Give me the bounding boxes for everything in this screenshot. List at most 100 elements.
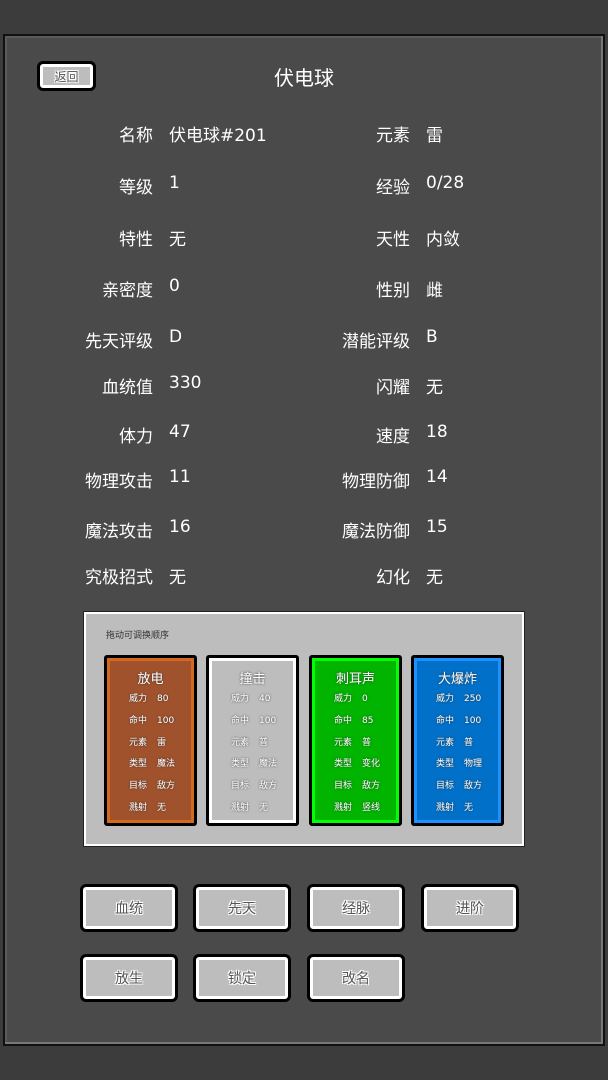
stat-value: 15 bbox=[426, 517, 448, 537]
skill-stat-label: 溅射 bbox=[231, 803, 250, 813]
page-title: 伏电球 bbox=[274, 66, 334, 90]
skill-stat-value: 100 bbox=[259, 715, 277, 726]
skill-stat-value: 普 bbox=[362, 737, 372, 748]
stat-label: 天性 bbox=[376, 230, 410, 250]
skill-stat: 命中 100 bbox=[436, 713, 481, 726]
skill-stat-value: 普 bbox=[259, 737, 269, 748]
skill-stat: 元素雷 bbox=[129, 735, 166, 748]
stat-label: 亲密度 bbox=[102, 281, 153, 301]
skill-card-body bbox=[107, 658, 194, 823]
skill-stat-label: 类型 bbox=[231, 759, 250, 770]
action-button[interactable]: 经脉 bbox=[307, 884, 405, 932]
main-panel bbox=[3, 34, 605, 1046]
stat-value: 14 bbox=[426, 467, 448, 487]
stat-row: 特性无 天性 内敛 bbox=[0, 225, 608, 250]
skill-stat-label: 命中 bbox=[129, 715, 148, 726]
skill-stat: 命中 85 bbox=[334, 713, 373, 726]
skill-stat-label: 威力 bbox=[231, 694, 250, 704]
skill-stat: 命中 100 bbox=[231, 713, 276, 726]
skill-stat-value: 敌方 bbox=[464, 781, 483, 792]
action-button[interactable]: 改名 bbox=[307, 954, 405, 1002]
skill-card[interactable]: 放电威力 80 命中 100 元素雷类型 魔法目标 敌方溅射无 bbox=[104, 655, 197, 826]
skill-name: 大爆炸 bbox=[437, 672, 477, 687]
skill-stat-value: 100 bbox=[157, 715, 175, 726]
skill-stat-label: 目标 bbox=[436, 781, 455, 792]
skill-stat: 目标 敌方 bbox=[231, 778, 277, 791]
skill-stat-label: 目标 bbox=[334, 781, 353, 792]
skill-stat: 命中 100 bbox=[129, 713, 174, 726]
skill-stat-label: 元素 bbox=[129, 737, 148, 748]
skill-stat: 溅射无 bbox=[231, 800, 268, 813]
stat-value: 伏电球#201 bbox=[169, 126, 267, 146]
skill-stat-label: 威力 bbox=[436, 694, 455, 704]
skill-stat: 类型 魔法 bbox=[129, 756, 175, 769]
skill-stat-label: 命中 bbox=[436, 715, 455, 726]
stat-value: 1 bbox=[169, 173, 180, 193]
stat-label: 元素 bbox=[376, 126, 410, 146]
stat-value: D bbox=[169, 327, 183, 347]
back-button[interactable]: 返回 bbox=[37, 61, 96, 91]
skill-stat: 威力 250 bbox=[436, 691, 481, 704]
skill-stat-value: 魔法 bbox=[157, 759, 176, 770]
stat-label: 幻化 bbox=[376, 568, 410, 588]
skill-stat: 威力 0 bbox=[334, 691, 368, 704]
drag-hint: 拖动可调换顺序 bbox=[106, 631, 170, 641]
action-button[interactable]: 血统 bbox=[80, 884, 178, 932]
skill-stat: 目标 敌方 bbox=[129, 778, 175, 791]
skill-card[interactable]: 刺耳声 威力 0 命中 85 元素普类型 变化 目标 敌方 溅射 竖线 bbox=[309, 655, 402, 826]
skill-stat-value: 普 bbox=[464, 737, 474, 748]
action-button[interactable]: 放生 bbox=[80, 954, 178, 1002]
skill-stat-value: 无 bbox=[464, 803, 474, 813]
skill-stat: 类型 魔法 bbox=[231, 756, 277, 769]
skill-card-body bbox=[414, 658, 501, 823]
skill-stat-value: 40 bbox=[259, 694, 271, 704]
skill-stat: 溅射无 bbox=[436, 800, 473, 813]
skill-stat-value: 变化 bbox=[362, 759, 381, 770]
skill-stat-value: 80 bbox=[157, 694, 169, 704]
stat-value: 18 bbox=[426, 422, 448, 442]
skill-stat-value: 敌方 bbox=[259, 781, 278, 792]
skill-stat: 威力 80 bbox=[129, 691, 168, 704]
stat-row: 等级 1 经验 0/28 bbox=[0, 173, 608, 198]
skill-stat-label: 目标 bbox=[231, 781, 250, 792]
skill-card[interactable]: 撞击 威力 40 命中 100 元素普类型 魔法 目标 敌方 溅射无 bbox=[206, 655, 299, 826]
skill-stat-value: 物理 bbox=[464, 759, 483, 770]
action-button[interactable]: 锁定 bbox=[193, 954, 291, 1002]
skill-stat: 元素普 bbox=[231, 735, 268, 748]
stat-value: 无 bbox=[426, 568, 443, 588]
stat-value: 内敛 bbox=[426, 230, 460, 250]
stat-label: 血统值 bbox=[102, 378, 153, 398]
skill-stat: 目标 敌方 bbox=[436, 778, 482, 791]
stat-label: 物理攻击 bbox=[85, 472, 153, 492]
stat-row: 亲密度 0 性别雌 bbox=[0, 276, 608, 301]
skill-stat-value: 魔法 bbox=[259, 759, 278, 770]
stat-row: 物理攻击 11 物理防御 14 bbox=[0, 467, 608, 492]
skill-stat-label: 溅射 bbox=[129, 803, 148, 813]
skill-name: 放电 bbox=[137, 672, 164, 687]
stat-value: 47 bbox=[169, 422, 191, 442]
skill-stat-label: 元素 bbox=[436, 737, 455, 748]
skill-name: 撞击 bbox=[239, 672, 266, 687]
stat-value: 无 bbox=[426, 378, 443, 398]
skill-stat-label: 类型 bbox=[129, 759, 148, 770]
skill-stat: 溅射 竖线 bbox=[334, 800, 380, 813]
skill-stat: 威力 40 bbox=[231, 691, 270, 704]
skill-stat-label: 溅射 bbox=[436, 803, 455, 813]
skill-stat-label: 类型 bbox=[334, 759, 353, 770]
skill-stat-value: 250 bbox=[464, 694, 482, 704]
action-button[interactable]: 进阶 bbox=[421, 884, 519, 932]
stat-label: 性别 bbox=[376, 281, 410, 301]
action-button[interactable]: 先天 bbox=[193, 884, 291, 932]
stat-label: 究极招式 bbox=[85, 568, 153, 588]
stat-label: 魔法攻击 bbox=[85, 522, 153, 542]
skill-card[interactable]: 大爆炸 威力 250 命中 100 元素普类型 物理 目标 敌方 溅射无 bbox=[411, 655, 504, 826]
skill-name: 刺耳声 bbox=[335, 672, 375, 687]
skill-stat-label: 目标 bbox=[129, 781, 148, 792]
skill-stat-value: 竖线 bbox=[362, 803, 381, 813]
stat-value: 雌 bbox=[426, 281, 443, 301]
stat-row: 名称 伏电球#201 元素雷 bbox=[0, 121, 608, 146]
skill-stat: 溅射无 bbox=[129, 800, 166, 813]
stat-value: 0/28 bbox=[426, 173, 465, 193]
stat-row: 究极招式无幻化无 bbox=[0, 563, 608, 588]
stat-label: 速度 bbox=[376, 427, 410, 447]
